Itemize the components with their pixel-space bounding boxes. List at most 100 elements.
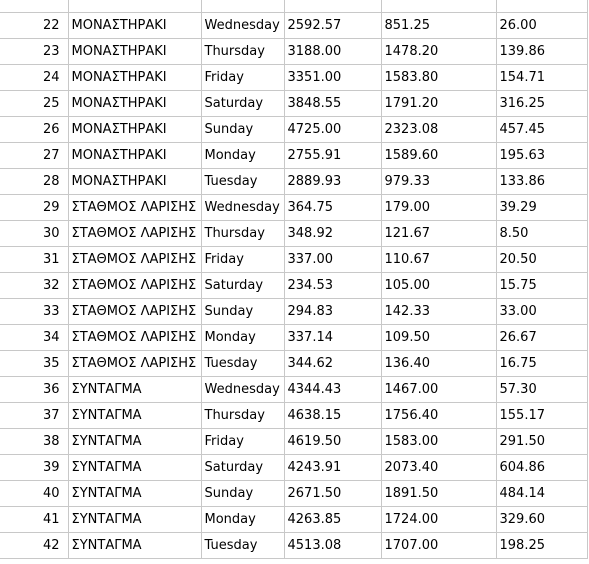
day-cell[interactable]: Wednesday xyxy=(201,376,285,403)
row-index-cell[interactable]: 37 xyxy=(0,402,69,429)
value-1-cell[interactable]: 344.62 xyxy=(284,350,382,377)
day-cell[interactable]: Monday xyxy=(201,506,285,533)
value-3-cell[interactable]: 133.86 xyxy=(496,168,588,195)
row-index-cell[interactable]: 26 xyxy=(0,116,69,143)
value-3-cell[interactable]: 457.45 xyxy=(496,116,588,143)
day-cell[interactable]: Friday xyxy=(201,64,285,91)
value-2-cell[interactable]: 105.00 xyxy=(381,272,497,299)
value-2-cell[interactable]: 979.33 xyxy=(381,168,497,195)
value-3-cell[interactable]: 8.50 xyxy=(496,220,588,247)
station-cell[interactable]: ΜΟΝΑΣΤΗΡΑΚΙ xyxy=(68,38,202,65)
day-cell[interactable]: Tuesday xyxy=(201,532,285,559)
row-index-cell[interactable]: 38 xyxy=(0,428,69,455)
value-3-cell[interactable]: 195.63 xyxy=(496,142,588,169)
day-cell[interactable]: Sunday xyxy=(201,480,285,507)
row-index-cell[interactable]: 35 xyxy=(0,350,69,377)
station-cell[interactable]: ΣΤΑΘΜΟΣ ΛΑΡΙΣΗΣ xyxy=(68,194,202,221)
station-cell[interactable]: ΣΤΑΘΜΟΣ ΛΑΡΙΣΗΣ xyxy=(68,298,202,325)
value-2-cell[interactable]: 2323.08 xyxy=(381,116,497,143)
day-cell[interactable]: Friday xyxy=(201,428,285,455)
station-cell[interactable]: ΜΟΝΑΣΤΗΡΑΚΙ xyxy=(68,90,202,117)
value-3-cell[interactable]: 20.50 xyxy=(496,246,588,273)
value-2-cell[interactable]: 1707.00 xyxy=(381,532,497,559)
row-index-cell[interactable]: 31 xyxy=(0,246,69,273)
value-2-cell[interactable]: 1791.20 xyxy=(381,90,497,117)
row-index-cell[interactable]: 39 xyxy=(0,454,69,481)
station-cell[interactable]: ΣΤΑΘΜΟΣ ΛΑΡΙΣΗΣ xyxy=(68,350,202,377)
value-1-cell[interactable]: 4263.85 xyxy=(284,506,382,533)
value-2-cell[interactable]: 1724.00 xyxy=(381,506,497,533)
value-3-cell[interactable]: 26.67 xyxy=(496,324,588,351)
station-cell[interactable]: ΜΟΝΑΣΤΗΡΑΚΙ xyxy=(68,116,202,143)
value-1-cell[interactable]: 4243.91 xyxy=(284,454,382,481)
day-cell[interactable]: Tuesday xyxy=(201,168,285,195)
row-index-cell[interactable]: 40 xyxy=(0,480,69,507)
value-2-cell[interactable]: 142.33 xyxy=(381,298,497,325)
station-cell[interactable]: ΣΥΝΤΑΓΜΑ xyxy=(68,532,202,559)
station-cell[interactable]: ΜΟΝΑΣΤΗΡΑΚΙ xyxy=(68,64,202,91)
value-2-cell[interactable] xyxy=(381,0,497,13)
value-3-cell[interactable] xyxy=(496,0,588,13)
value-1-cell[interactable]: 4344.43 xyxy=(284,376,382,403)
station-cell[interactable]: ΜΟΝΑΣΤΗΡΑΚΙ xyxy=(68,142,202,169)
value-3-cell[interactable]: 291.50 xyxy=(496,428,588,455)
value-3-cell[interactable]: 33.00 xyxy=(496,298,588,325)
station-cell[interactable]: ΣΥΝΤΑΓΜΑ xyxy=(68,480,202,507)
station-cell[interactable]: ΜΟΝΑΣΤΗΡΑΚΙ xyxy=(68,168,202,195)
row-index-cell[interactable]: 42 xyxy=(0,532,69,559)
value-3-cell[interactable]: 26.00 xyxy=(496,12,588,39)
station-cell[interactable]: ΣΤΑΘΜΟΣ ΛΑΡΙΣΗΣ xyxy=(68,324,202,351)
row-index-cell[interactable]: 28 xyxy=(0,168,69,195)
value-1-cell[interactable]: 4725.00 xyxy=(284,116,382,143)
station-cell[interactable]: ΣΤΑΘΜΟΣ ΛΑΡΙΣΗΣ xyxy=(68,272,202,299)
value-1-cell[interactable]: 4619.50 xyxy=(284,428,382,455)
day-cell[interactable]: Saturday xyxy=(201,90,285,117)
value-3-cell[interactable]: 154.71 xyxy=(496,64,588,91)
row-index-cell[interactable]: 41 xyxy=(0,506,69,533)
day-cell[interactable]: Saturday xyxy=(201,272,285,299)
value-2-cell[interactable]: 1891.50 xyxy=(381,480,497,507)
value-3-cell[interactable]: 155.17 xyxy=(496,402,588,429)
value-1-cell[interactable]: 2592.57 xyxy=(284,12,382,39)
station-cell[interactable] xyxy=(68,0,202,13)
value-3-cell[interactable]: 316.25 xyxy=(496,90,588,117)
value-2-cell[interactable]: 179.00 xyxy=(381,194,497,221)
value-1-cell[interactable]: 337.14 xyxy=(284,324,382,351)
value-2-cell[interactable]: 1583.80 xyxy=(381,64,497,91)
value-3-cell[interactable]: 198.25 xyxy=(496,532,588,559)
value-1-cell[interactable] xyxy=(284,0,382,13)
value-3-cell[interactable]: 15.75 xyxy=(496,272,588,299)
value-3-cell[interactable]: 39.29 xyxy=(496,194,588,221)
day-cell[interactable]: Tuesday xyxy=(201,350,285,377)
value-1-cell[interactable]: 3351.00 xyxy=(284,64,382,91)
row-index-cell[interactable]: 27 xyxy=(0,142,69,169)
station-cell[interactable]: ΣΤΑΘΜΟΣ ΛΑΡΙΣΗΣ xyxy=(68,220,202,247)
station-cell[interactable]: ΜΟΝΑΣΤΗΡΑΚΙ xyxy=(68,12,202,39)
day-cell[interactable]: Thursday xyxy=(201,220,285,247)
value-1-cell[interactable]: 337.00 xyxy=(284,246,382,273)
station-cell[interactable]: ΣΥΝΤΑΓΜΑ xyxy=(68,376,202,403)
value-2-cell[interactable]: 109.50 xyxy=(381,324,497,351)
value-3-cell[interactable]: 57.30 xyxy=(496,376,588,403)
day-cell[interactable]: Wednesday xyxy=(201,12,285,39)
value-1-cell[interactable]: 4638.15 xyxy=(284,402,382,429)
value-1-cell[interactable]: 348.92 xyxy=(284,220,382,247)
value-3-cell[interactable]: 484.14 xyxy=(496,480,588,507)
row-index-cell[interactable]: 25 xyxy=(0,90,69,117)
station-cell[interactable]: ΣΤΑΘΜΟΣ ΛΑΡΙΣΗΣ xyxy=(68,246,202,273)
row-index-cell[interactable]: 22 xyxy=(0,12,69,39)
value-1-cell[interactable]: 4513.08 xyxy=(284,532,382,559)
value-1-cell[interactable]: 2755.91 xyxy=(284,142,382,169)
value-1-cell[interactable]: 294.83 xyxy=(284,298,382,325)
day-cell[interactable]: Saturday xyxy=(201,454,285,481)
value-2-cell[interactable]: 1467.00 xyxy=(381,376,497,403)
row-index-cell[interactable]: 23 xyxy=(0,38,69,65)
value-3-cell[interactable]: 139.86 xyxy=(496,38,588,65)
station-cell[interactable]: ΣΥΝΤΑΓΜΑ xyxy=(68,428,202,455)
value-2-cell[interactable]: 851.25 xyxy=(381,12,497,39)
value-2-cell[interactable]: 121.67 xyxy=(381,220,497,247)
value-2-cell[interactable]: 1478.20 xyxy=(381,38,497,65)
value-1-cell[interactable]: 2671.50 xyxy=(284,480,382,507)
day-cell[interactable]: Sunday xyxy=(201,298,285,325)
value-2-cell[interactable]: 1589.60 xyxy=(381,142,497,169)
